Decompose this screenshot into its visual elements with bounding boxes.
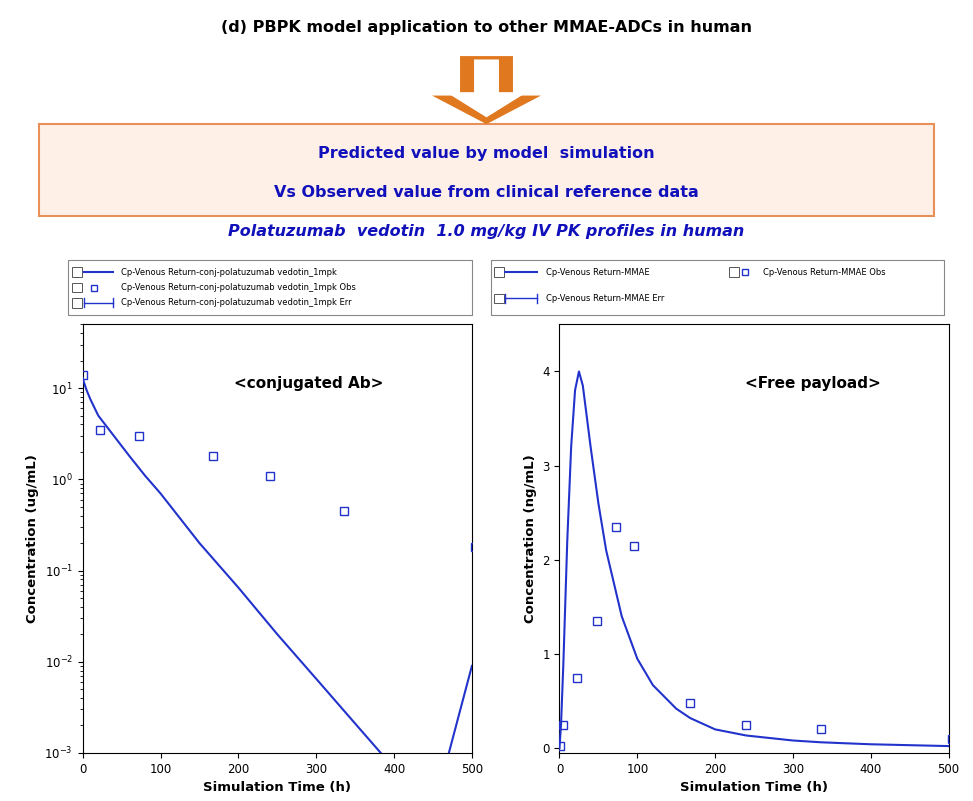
X-axis label: Simulation Time (h): Simulation Time (h) xyxy=(203,781,351,795)
Text: Cp-Venous Return-MMAE: Cp-Venous Return-MMAE xyxy=(546,268,649,277)
Text: <conjugated Ab>: <conjugated Ab> xyxy=(234,376,383,391)
Text: Vs Observed value from clinical reference data: Vs Observed value from clinical referenc… xyxy=(274,185,699,199)
FancyBboxPatch shape xyxy=(72,283,83,292)
Text: Cp-Venous Return-MMAE Obs: Cp-Venous Return-MMAE Obs xyxy=(763,268,885,277)
FancyBboxPatch shape xyxy=(493,293,504,304)
FancyBboxPatch shape xyxy=(72,298,83,308)
Text: (d) PBPK model application to other MMAE-ADCs in human: (d) PBPK model application to other MMAE… xyxy=(221,20,752,35)
FancyBboxPatch shape xyxy=(72,268,83,277)
Polygon shape xyxy=(432,56,541,124)
Y-axis label: Concentration (ug/mL): Concentration (ug/mL) xyxy=(26,454,39,623)
Text: Cp-Venous Return-conj-polatuzumab vedotin_1mpk Obs: Cp-Venous Return-conj-polatuzumab vedoti… xyxy=(121,283,355,292)
FancyBboxPatch shape xyxy=(491,260,944,315)
Polygon shape xyxy=(446,59,527,117)
Text: Cp-Venous Return-MMAE Err: Cp-Venous Return-MMAE Err xyxy=(546,294,664,303)
Text: Polatuzumab  vedotin  1.0 mg/kg IV PK profiles in human: Polatuzumab vedotin 1.0 mg/kg IV PK prof… xyxy=(229,224,744,239)
Y-axis label: Concentration (ng/mL): Concentration (ng/mL) xyxy=(523,454,537,623)
FancyBboxPatch shape xyxy=(68,260,472,315)
FancyBboxPatch shape xyxy=(493,268,504,277)
Text: Cp-Venous Return-conj-polatuzumab vedotin_1mpk: Cp-Venous Return-conj-polatuzumab vedoti… xyxy=(121,268,337,277)
Text: Cp-Venous Return-conj-polatuzumab vedotin_1mpk Err: Cp-Venous Return-conj-polatuzumab vedoti… xyxy=(121,298,351,308)
Text: <Free payload>: <Free payload> xyxy=(744,376,881,391)
FancyBboxPatch shape xyxy=(729,268,739,277)
Text: Predicted value by model  simulation: Predicted value by model simulation xyxy=(318,146,655,161)
FancyBboxPatch shape xyxy=(39,124,934,216)
X-axis label: Simulation Time (h): Simulation Time (h) xyxy=(680,781,828,795)
